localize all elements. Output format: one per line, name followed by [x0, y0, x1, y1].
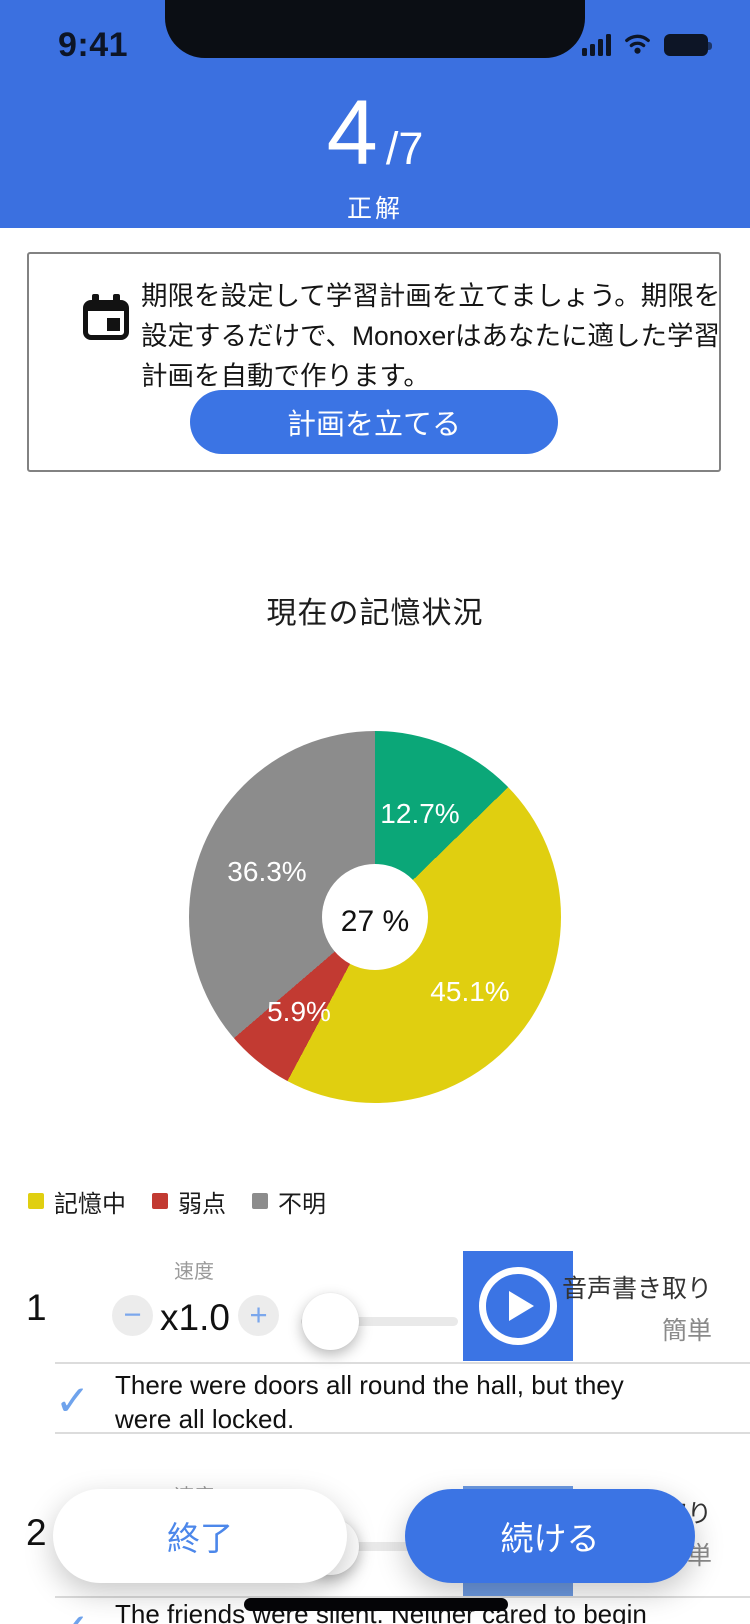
question-row-1: 1 速度 − x1.0 + 音声書き取り 簡単	[0, 1203, 750, 1363]
legend-swatch-gray	[252, 1193, 268, 1209]
legend-swatch-red	[152, 1193, 168, 1209]
memory-donut-chart: 12.7% 45.1% 5.9% 36.3% 27 %	[189, 731, 561, 1103]
slice-label-red: 5.9%	[267, 996, 331, 1027]
divider	[55, 1432, 750, 1434]
continue-button[interactable]: 続ける	[405, 1489, 695, 1583]
question-number: 2	[26, 1512, 47, 1553]
audio-progress-track[interactable]	[301, 1317, 458, 1326]
status-icons	[582, 30, 712, 56]
task-category: 音声書き取り	[561, 1275, 712, 1303]
task-difficulty: 簡単	[661, 1317, 712, 1345]
battery-icon	[664, 34, 712, 56]
question-number: 1	[26, 1287, 47, 1328]
wifi-icon	[625, 34, 650, 54]
score-caption: 正解	[346, 195, 403, 223]
chart-legend: 記憶中 弱点 不明	[28, 1184, 326, 1219]
slice-label-yellow: 45.1%	[430, 976, 510, 1007]
correct-check-icon: ✓	[55, 1377, 91, 1424]
speed-increase-button[interactable]: +	[238, 1295, 279, 1336]
result-header: 9:41 4 /7 正解	[0, 0, 750, 228]
play-audio-button[interactable]	[463, 1251, 573, 1361]
donut-hole	[322, 864, 428, 970]
plan-card-message: 期限を設定して学習計画を立てましょう。期限を設定するだけで、Monoxerはあな…	[141, 281, 721, 391]
memory-status-title: 現在の記憶状況	[266, 597, 484, 630]
audio-progress-knob[interactable]	[302, 1293, 359, 1350]
score-value: 4	[326, 82, 378, 184]
donut-center-label: 27 %	[340, 905, 410, 938]
legend-item-weakpoint: 弱点	[152, 1184, 226, 1219]
legend-item-memorizing: 記憶中	[28, 1184, 126, 1219]
speed-decrease-button[interactable]: −	[112, 1295, 153, 1336]
calendar-icon	[83, 294, 129, 340]
finish-button[interactable]: 終了	[53, 1489, 347, 1583]
study-plan-card: 期限を設定して学習計画を立てましょう。期限を設定するだけで、Monoxerはあな…	[27, 252, 721, 472]
legend-item-unknown: 不明	[252, 1184, 326, 1219]
slice-label-gray: 36.3%	[227, 856, 307, 887]
speed-value: x1.0	[160, 1297, 230, 1338]
status-time: 9:41	[58, 26, 129, 64]
score-total: /7	[385, 123, 424, 174]
make-plan-button[interactable]: 計画を立てる	[190, 390, 558, 454]
score-block: 4 /7 正解	[0, 82, 750, 225]
play-icon	[479, 1267, 557, 1345]
legend-swatch-yellow	[28, 1193, 44, 1209]
divider	[55, 1596, 750, 1598]
home-indicator[interactable]	[244, 1598, 508, 1611]
slice-label-green: 12.7%	[380, 798, 460, 829]
cellular-signal-icon	[582, 34, 611, 56]
correct-check-icon: ✓	[55, 1604, 90, 1624]
speed-label: 速度	[174, 1261, 214, 1283]
answer-sentence: There were doors all round the hall, but…	[115, 1370, 624, 1434]
divider	[55, 1362, 750, 1364]
answer-row-1[interactable]: ✓ There were doors all round the hall, b…	[0, 1364, 750, 1434]
audio-progress-track[interactable]	[301, 1542, 458, 1551]
device-notch	[165, 0, 585, 58]
